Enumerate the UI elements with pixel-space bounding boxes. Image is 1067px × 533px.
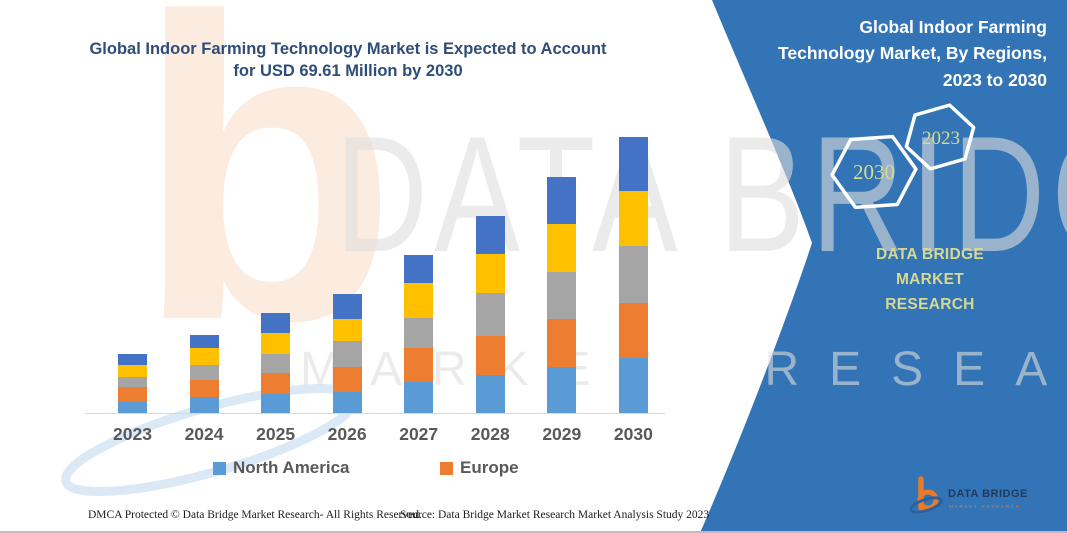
data-bridge-logo-icon: DATA BRIDGE MARKET RESEARCH bbox=[910, 476, 1028, 514]
bar-segment-series-4 bbox=[547, 223, 577, 272]
x-axis-label-2029: 2029 bbox=[542, 424, 582, 444]
bar-segment-series-5 bbox=[189, 334, 219, 348]
panel-heading-line-3: 2023 to 2030 bbox=[942, 69, 1047, 90]
chart-title-line-2: for USD 69.61 Million by 2030 bbox=[233, 62, 463, 81]
bar-segment-series-5 bbox=[332, 294, 362, 320]
bar-segment-north-america bbox=[547, 367, 577, 413]
bar-segment-europe bbox=[332, 367, 362, 392]
bar-segment-north-america bbox=[475, 374, 505, 413]
panel-heading-line-1: Global Indoor Farming bbox=[859, 17, 1047, 37]
bar-segment-series-4 bbox=[118, 365, 147, 377]
bar-segment-europe bbox=[547, 319, 577, 367]
bar-segment-series-4 bbox=[475, 254, 505, 294]
bar-segment-series-5 bbox=[404, 254, 434, 283]
hexagon-2023-icon bbox=[904, 103, 976, 171]
data-bridge-text-watermark: DATA BRIDGE bbox=[335, 102, 1067, 286]
hexagon-year-2030: 2030 bbox=[853, 160, 895, 184]
legend-label: North America bbox=[233, 458, 350, 477]
bar-segment-series-3 bbox=[118, 376, 147, 387]
panel-heading-line-2: Technology Market, By Regions, bbox=[777, 43, 1047, 64]
x-axis-baseline bbox=[85, 413, 665, 414]
year-hexagons: 2030 2023 bbox=[830, 103, 976, 210]
logo-name-text: DATA BRIDGE bbox=[948, 488, 1028, 500]
bar-segment-series-5 bbox=[618, 137, 648, 191]
legend-item-north-america: North America bbox=[213, 458, 350, 478]
bar-segment-series-3 bbox=[618, 245, 648, 303]
bar-segment-series-4 bbox=[404, 282, 434, 318]
bar-segment-europe bbox=[118, 386, 147, 402]
bar-segment-europe bbox=[618, 302, 648, 358]
bar-segment-series-3 bbox=[332, 340, 362, 367]
bar-segment-north-america bbox=[261, 393, 291, 413]
bar-segment-europe bbox=[404, 347, 434, 383]
panel-heading: Global Indoor Farming Technology Market,… bbox=[755, 14, 1047, 93]
x-axis-label-2023: 2023 bbox=[113, 424, 152, 444]
bar-segment-series-3 bbox=[547, 271, 577, 320]
legend-label: Europe bbox=[460, 458, 519, 477]
bar-segment-series-4 bbox=[189, 347, 219, 366]
bar-segment-north-america bbox=[404, 382, 434, 413]
bar-segment-europe bbox=[261, 372, 291, 394]
x-axis-label-2027: 2027 bbox=[399, 424, 439, 444]
legend-swatch-icon bbox=[213, 461, 226, 475]
footer-dmca-text: DMCA Protected © Data Bridge Market Rese… bbox=[88, 509, 422, 521]
bar-segment-series-3 bbox=[475, 293, 505, 337]
bar-segment-europe bbox=[475, 336, 505, 375]
bar-segment-north-america bbox=[189, 397, 219, 413]
bar-segment-series-5 bbox=[261, 313, 291, 333]
bar-segment-europe bbox=[189, 380, 219, 398]
footer-source-text: Source: Data Bridge Market Research Mark… bbox=[400, 509, 710, 521]
x-axis-label-2026: 2026 bbox=[327, 424, 367, 444]
chart-title: Global Indoor Farming Technology Market … bbox=[88, 38, 608, 83]
bar-segment-series-5 bbox=[547, 176, 577, 224]
bar-segment-series-3 bbox=[404, 317, 434, 348]
legend-item-europe: Europe bbox=[440, 458, 519, 478]
x-axis-label-2028: 2028 bbox=[470, 424, 510, 444]
bar-segment-series-4 bbox=[618, 190, 648, 246]
hexagon-2030-icon bbox=[830, 134, 918, 210]
x-axis-label-2024: 2024 bbox=[184, 424, 224, 444]
x-axis-label-2025: 2025 bbox=[256, 424, 296, 444]
x-axis-label-2030: 2030 bbox=[613, 424, 653, 444]
bar-segment-series-5 bbox=[475, 216, 505, 255]
panel-brand-line-2: RESEARCH bbox=[885, 295, 975, 313]
legend-swatch-icon bbox=[440, 461, 453, 475]
bar-segment-series-3 bbox=[261, 353, 291, 373]
bar-segment-north-america bbox=[118, 401, 147, 413]
bar-segment-series-3 bbox=[189, 365, 219, 381]
panel-brand-line-1: DATA BRIDGE MARKET bbox=[875, 246, 985, 288]
panel-brand-text: DATA BRIDGE MARKET RESEARCH bbox=[840, 243, 1020, 317]
hexagon-year-2023: 2023 bbox=[922, 128, 960, 149]
chart-title-line-1: Global Indoor Farming Technology Market … bbox=[89, 40, 607, 58]
logo-tagline-text: MARKET RESEARCH bbox=[949, 504, 1021, 510]
bar-segment-north-america bbox=[332, 391, 362, 413]
bar-segment-series-4 bbox=[261, 332, 291, 354]
bar-segment-series-4 bbox=[332, 319, 362, 341]
bar-segment-north-america bbox=[618, 357, 648, 413]
bar-segment-series-5 bbox=[118, 353, 147, 366]
